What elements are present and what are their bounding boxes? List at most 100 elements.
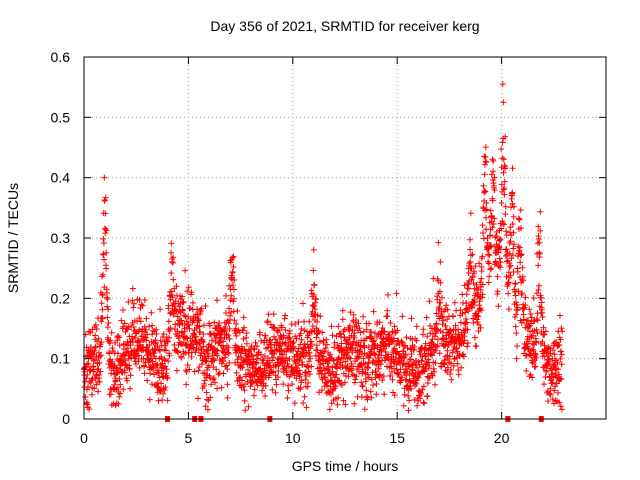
data-point — [485, 260, 492, 267]
data-point — [478, 267, 485, 274]
data-point — [248, 352, 255, 359]
data-point — [135, 358, 142, 365]
data-point — [373, 391, 380, 398]
data-point — [220, 370, 227, 377]
data-point — [203, 389, 210, 396]
data-point — [536, 250, 543, 257]
data-point — [84, 371, 91, 378]
data-point — [450, 362, 457, 369]
data-point — [207, 394, 214, 401]
data-point — [240, 335, 247, 342]
data-point — [197, 329, 204, 336]
data-point — [512, 281, 519, 288]
data-point — [253, 359, 260, 366]
data-point — [157, 337, 164, 344]
data-point — [491, 215, 498, 222]
data-point — [482, 188, 489, 195]
data-point — [435, 239, 442, 246]
data-point — [141, 370, 148, 377]
data-point — [235, 353, 242, 360]
data-point — [492, 258, 499, 265]
data-point — [135, 352, 142, 359]
data-point — [503, 246, 510, 253]
data-point — [490, 220, 497, 227]
data-point — [541, 331, 548, 338]
data-point — [115, 400, 122, 407]
data-point — [380, 373, 387, 380]
data-point — [368, 394, 375, 401]
data-point — [225, 344, 232, 351]
data-point — [209, 376, 216, 383]
data-point — [391, 392, 398, 399]
data-point — [399, 313, 406, 320]
data-point — [558, 361, 565, 368]
data-point — [500, 186, 507, 193]
data-point — [181, 312, 188, 319]
x-axis-label: GPS time / hours — [292, 458, 399, 474]
data-point — [459, 310, 466, 317]
data-point — [461, 282, 468, 289]
data-point — [282, 327, 289, 334]
data-point — [319, 329, 326, 336]
data-point — [297, 384, 304, 391]
data-point — [374, 342, 381, 349]
data-point — [457, 319, 464, 326]
data-point — [340, 354, 347, 361]
data-point — [426, 298, 433, 305]
data-point — [158, 342, 165, 349]
data-point — [310, 303, 317, 310]
data-point — [220, 345, 227, 352]
data-point — [104, 324, 111, 331]
data-point — [301, 393, 308, 400]
data-point — [162, 384, 169, 391]
data-point — [433, 343, 440, 350]
data-point — [328, 400, 335, 407]
data-point — [280, 381, 287, 388]
data-point — [230, 253, 237, 260]
data-point — [490, 168, 497, 175]
data-point — [258, 337, 265, 344]
data-point — [547, 385, 554, 392]
data-point — [176, 303, 183, 310]
data-point — [178, 329, 185, 336]
data-point — [457, 307, 464, 314]
data-point — [102, 210, 109, 217]
data-point — [102, 194, 109, 201]
data-point — [373, 381, 380, 388]
data-point — [525, 338, 532, 345]
data-point — [535, 223, 542, 230]
data-point — [233, 332, 240, 339]
data-point — [370, 382, 377, 389]
data-point — [530, 294, 537, 301]
data-point — [464, 326, 471, 333]
data-point — [297, 371, 304, 378]
data-point — [539, 313, 546, 320]
data-point — [130, 323, 137, 330]
data-point — [470, 319, 477, 326]
data-point — [549, 379, 556, 386]
data-point — [449, 313, 456, 320]
data-point — [265, 311, 272, 318]
data-point — [464, 343, 471, 350]
data-point — [254, 382, 261, 389]
data-point — [481, 171, 488, 178]
data-point — [528, 314, 535, 321]
data-point — [364, 364, 371, 371]
data-point — [391, 345, 398, 352]
data-point — [439, 313, 446, 320]
data-point — [429, 372, 436, 379]
data-point — [454, 348, 461, 355]
data-point — [162, 342, 169, 349]
data-point — [490, 182, 497, 189]
data-point — [231, 295, 238, 302]
data-point — [364, 371, 371, 378]
data-point — [251, 378, 258, 385]
data-point — [158, 380, 165, 387]
data-point — [493, 233, 500, 240]
data-point — [530, 332, 537, 339]
data-point — [471, 270, 478, 277]
data-point — [482, 158, 489, 165]
data-point — [450, 346, 457, 353]
data-point — [279, 351, 286, 358]
